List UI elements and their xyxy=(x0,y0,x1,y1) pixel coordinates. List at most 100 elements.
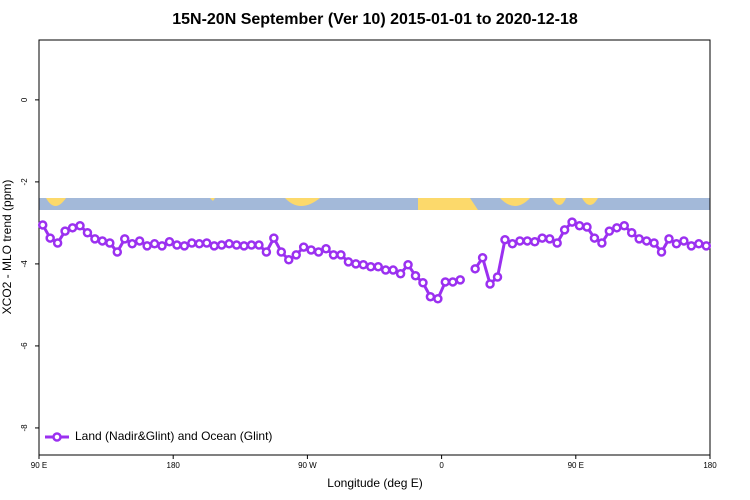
data-point xyxy=(701,241,712,251)
legend-label: Land (Nadir&Glint) and Ocean (Glint) xyxy=(75,429,272,443)
data-point xyxy=(231,240,242,250)
data-point xyxy=(433,294,443,304)
data-point xyxy=(75,221,85,231)
data-point xyxy=(597,238,607,248)
data-point xyxy=(477,253,488,263)
data-point xyxy=(582,222,592,232)
x-tick-label: 180 xyxy=(703,461,717,470)
data-point xyxy=(269,233,279,243)
data-point xyxy=(60,226,70,236)
data-point xyxy=(37,220,48,230)
data-point xyxy=(395,268,406,279)
data-point xyxy=(612,223,622,233)
data-point xyxy=(172,240,182,250)
data-point xyxy=(694,239,704,249)
data-point xyxy=(470,264,480,274)
y-tick-label: -2 xyxy=(20,178,29,186)
x-tick-label: 0 xyxy=(439,461,444,470)
data-point xyxy=(82,227,93,238)
data-point xyxy=(559,225,570,235)
data-point xyxy=(284,255,294,265)
data-point xyxy=(373,262,383,272)
data-point xyxy=(216,240,227,250)
data-point xyxy=(105,238,115,248)
data-point xyxy=(134,236,145,246)
data-point xyxy=(164,237,175,247)
data-point xyxy=(142,241,152,251)
data-point xyxy=(448,277,458,287)
data-point xyxy=(552,238,562,248)
data-point xyxy=(537,233,547,243)
data-point xyxy=(306,245,316,255)
data-point xyxy=(187,238,197,248)
data-point xyxy=(515,236,525,246)
data-point xyxy=(67,223,78,233)
data-point xyxy=(328,250,339,260)
map-strip xyxy=(39,198,710,210)
data-point xyxy=(127,239,137,249)
data-point xyxy=(246,240,257,250)
data-point xyxy=(589,233,600,243)
data-point xyxy=(343,257,354,267)
data-point xyxy=(45,233,55,243)
data-point xyxy=(149,239,160,249)
data-point xyxy=(336,250,346,260)
y-axis-label: XCO2 - MLO trend (ppm) xyxy=(0,180,14,315)
data-point xyxy=(679,236,689,246)
x-tick-label: 90 E xyxy=(568,461,584,470)
data-point xyxy=(634,234,644,244)
data-point xyxy=(202,238,212,248)
data-point xyxy=(239,241,249,251)
x-tick-label: 90 W xyxy=(298,461,317,470)
data-point xyxy=(418,278,428,288)
data-point xyxy=(388,265,398,275)
data-point xyxy=(254,240,264,250)
data-point xyxy=(90,234,100,244)
data-point xyxy=(276,247,287,257)
data-point xyxy=(194,239,205,249)
data-point xyxy=(52,238,63,248)
data-point xyxy=(656,247,667,257)
data-point xyxy=(313,247,324,257)
data-point xyxy=(209,241,219,251)
data-point xyxy=(351,259,361,269)
plot-frame xyxy=(38,39,711,456)
data-point xyxy=(298,242,309,252)
data-point xyxy=(530,237,540,247)
y-tick-label: -4 xyxy=(20,260,29,268)
data-point xyxy=(403,259,413,270)
data-point xyxy=(112,247,123,257)
data-point xyxy=(261,247,272,257)
data-point xyxy=(366,262,376,272)
data-point xyxy=(425,291,436,302)
chart-title: 15N-20N September (Ver 10) 2015-01-01 to… xyxy=(172,11,578,28)
data-point xyxy=(440,277,451,287)
data-point xyxy=(574,221,585,231)
y-tick-label: -8 xyxy=(20,424,29,432)
data-point xyxy=(507,239,518,249)
data-point xyxy=(157,241,167,251)
data-point xyxy=(492,272,503,282)
x-tick-label: 180 xyxy=(167,461,181,470)
data-point xyxy=(455,275,465,285)
data-point xyxy=(224,239,234,249)
y-tick-label: 0 xyxy=(20,97,29,102)
data-point xyxy=(179,241,190,251)
data-point xyxy=(649,238,659,248)
data-point xyxy=(544,234,555,244)
data-point xyxy=(671,239,682,249)
data-point xyxy=(604,226,615,236)
data-point xyxy=(641,236,652,246)
data-point xyxy=(358,259,369,270)
data-point xyxy=(522,236,533,246)
data-point xyxy=(619,221,630,231)
data-point xyxy=(410,271,421,281)
data-point xyxy=(686,241,697,251)
data-point xyxy=(500,234,510,245)
data-point xyxy=(567,217,577,227)
data-point xyxy=(97,236,108,246)
data-point xyxy=(626,227,637,238)
x-tick-label: 90 E xyxy=(31,461,47,470)
data-point xyxy=(321,243,331,254)
